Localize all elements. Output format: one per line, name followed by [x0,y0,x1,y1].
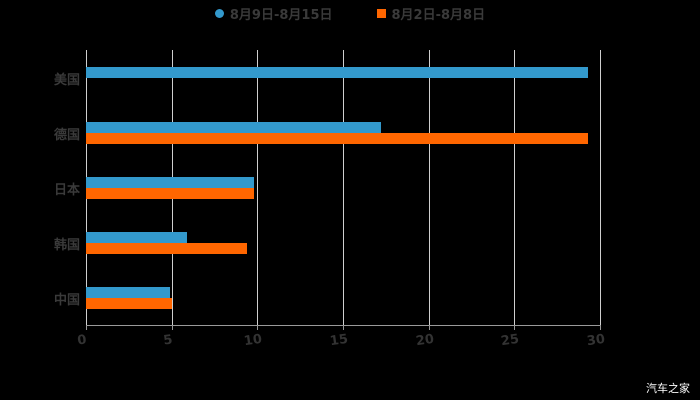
gridline [428,50,430,325]
gridline [514,50,516,325]
watermark: 汽车之家 [646,382,690,395]
bar-aug2-8[interactable] [86,187,254,199]
gridline [343,50,344,325]
x-tick [86,325,87,330]
bar-aug2-8[interactable] [86,132,588,144]
x-tick [514,325,516,330]
legend-label: 8月9日-8月15日 [229,8,333,23]
bar-aug2-8[interactable] [86,297,172,309]
bar-aug2-8[interactable] [86,242,248,254]
gridline [257,50,259,325]
x-tick-label: 15 [328,331,350,350]
x-tick-label: 30 [585,331,607,350]
legend-item-series-1[interactable]: 8月9日-8月15日 [214,4,333,23]
legend-label: 8月2日-8月8日 [391,8,486,23]
x-tick [428,325,430,330]
y-category-label: 德国 [53,128,80,143]
bar-aug9-15[interactable] [86,232,188,243]
bar-aug9-15[interactable] [86,122,381,133]
x-tick-label: 25 [500,331,521,350]
y-category-label: 韩国 [53,238,80,253]
bar-aug9-15[interactable] [86,67,588,78]
legend-marker-circle-icon [214,9,224,18]
y-category-label: 美国 [53,73,80,88]
x-tick-label: 5 [162,332,174,349]
x-tick [171,325,173,330]
legend-item-series-2[interactable]: 8月2日-8月8日 [376,4,486,23]
y-category-label: 日本 [53,183,80,198]
x-tick-label: 10 [243,331,264,350]
gridline [600,50,601,325]
y-category-label: 中国 [53,293,80,308]
x-tick [600,325,601,330]
bar-aug9-15[interactable] [86,287,170,298]
plot-area [86,50,601,325]
x-tick-label: 0 [76,332,88,349]
x-tick-label: 20 [414,331,435,350]
legend: 8月9日-8月15日 8月2日-8月8日 [0,4,700,23]
x-tick [257,325,259,330]
legend-marker-square-icon [376,9,386,18]
bar-aug9-15[interactable] [86,177,254,188]
x-tick [343,325,344,330]
